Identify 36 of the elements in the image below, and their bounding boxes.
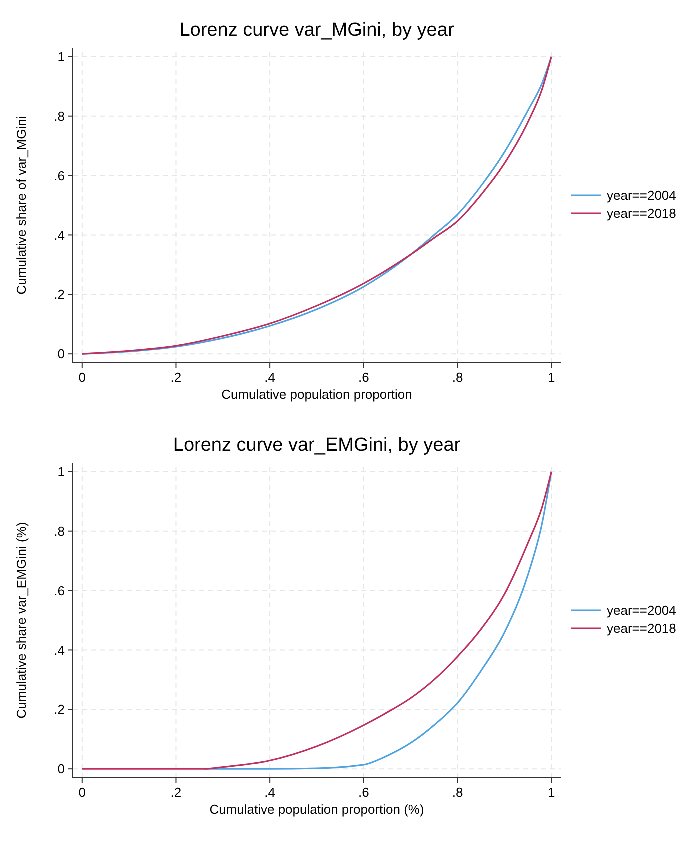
y-axis-title: Cumulative share var_EMGini (%) <box>14 522 29 719</box>
x-tick-label: 0 <box>78 785 86 800</box>
y-tick-label: .6 <box>54 168 65 184</box>
x-tick-label: .4 <box>264 785 276 800</box>
y-tick-label: .4 <box>54 642 65 658</box>
y-tick-label: .6 <box>54 583 65 598</box>
line-series <box>82 471 552 770</box>
y-tick-label: 0 <box>58 762 65 777</box>
line-series <box>82 56 552 355</box>
x-tick-label: 0 <box>78 370 86 385</box>
x-tick-label: 1 <box>548 785 556 800</box>
legend-label: year==2018 <box>607 621 676 636</box>
x-tick-label: 1 <box>548 370 556 385</box>
legend-label: year==2004 <box>607 188 676 204</box>
y-tick-label: 0 <box>58 346 65 362</box>
x-tick-label: .6 <box>358 370 370 385</box>
chart-title: Lorenz curve var_MGini, by year <box>180 20 455 41</box>
x-axis-title: Cumulative population proportion <box>222 387 412 402</box>
x-tick-label: .8 <box>452 785 464 800</box>
legend-label: year==2004 <box>607 603 676 618</box>
y-tick-label: 1 <box>58 464 65 480</box>
chart-title: Lorenz curve var_EMGini, by year <box>173 435 462 456</box>
x-tick-label: .6 <box>358 785 370 800</box>
x-tick-label: .4 <box>264 370 276 385</box>
x-tick-label: .2 <box>170 370 182 385</box>
y-tick-label: .4 <box>54 228 65 243</box>
x-tick-label: .2 <box>170 785 182 800</box>
x-tick-label: .8 <box>452 370 464 385</box>
y-tick-label: .8 <box>54 524 65 539</box>
y-tick-label: .2 <box>54 287 65 302</box>
y-axis-title: Cumulative share of var_MGini <box>14 116 29 295</box>
legend-label: year==2018 <box>607 206 676 222</box>
y-tick-label: .8 <box>54 108 65 124</box>
y-tick-label: 1 <box>58 49 65 64</box>
x-axis-title: Cumulative population proportion (%) <box>210 802 424 817</box>
y-tick-label: .2 <box>54 702 65 718</box>
